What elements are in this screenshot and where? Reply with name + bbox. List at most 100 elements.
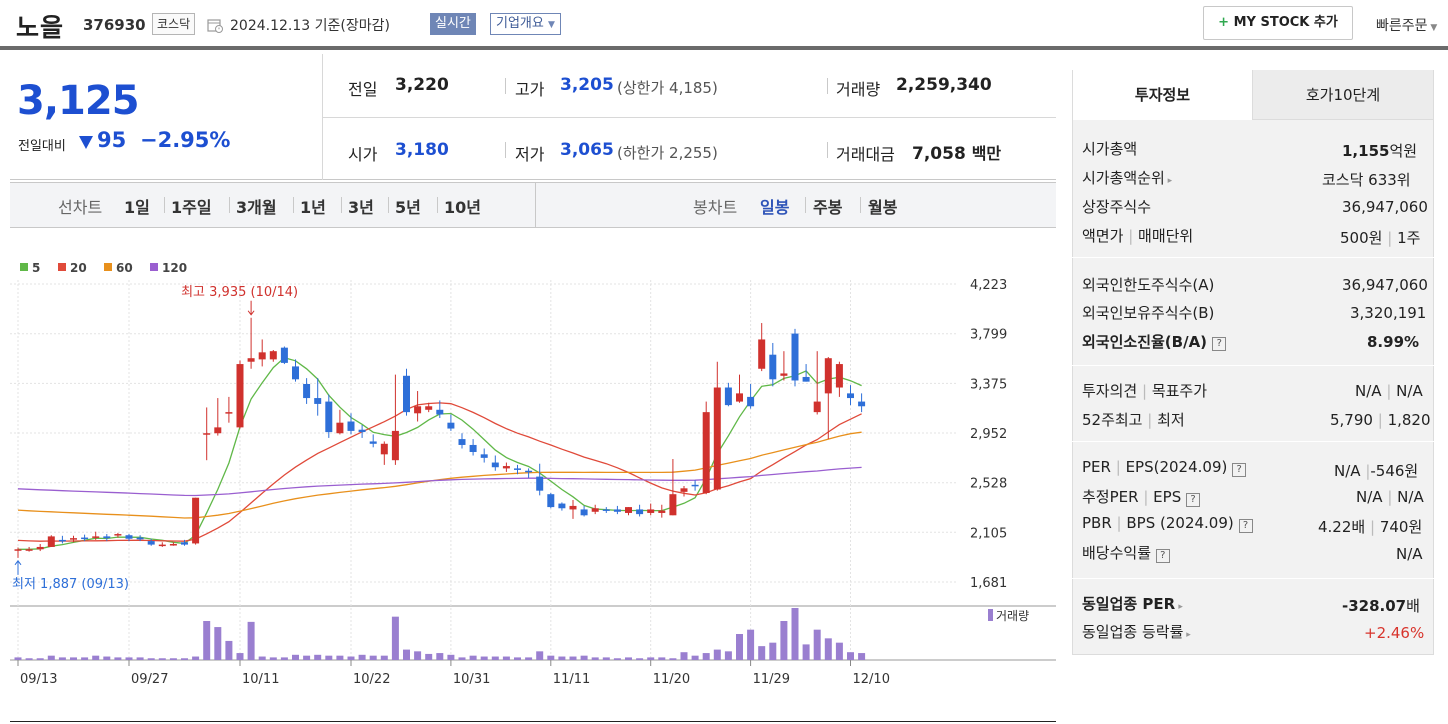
volume-bar <box>514 657 521 660</box>
ma-line-5 <box>18 356 862 550</box>
help-icon[interactable]: ? <box>1232 463 1247 477</box>
volume-bar <box>447 654 455 660</box>
candle-body <box>702 412 710 494</box>
quick-order-dropdown[interactable]: 빠른주문 ▼ <box>1376 18 1438 34</box>
prev-close-value: 3,220 <box>395 75 449 95</box>
tab-candle-2[interactable]: 월봉 <box>868 198 898 217</box>
candle-body <box>36 546 44 550</box>
candle-body <box>214 427 222 434</box>
down-triangle-icon <box>78 134 94 154</box>
candlestick-chart[interactable]: 09/13 09/27 10/11 10/22 10/31 11/11 11/20 11/29… <box>10 250 1056 690</box>
industry-change-label[interactable]: 동일업종 등락률 ▸ <box>1082 623 1191 641</box>
volume-bar <box>625 657 632 660</box>
corp-info-dropdown[interactable]: 기업개요 ▼ <box>490 13 561 35</box>
foreign-hold-label: 외국인보유주식수(B) <box>1082 304 1215 322</box>
divider <box>1072 441 1434 442</box>
x-tick-label: 11/20 <box>653 672 690 687</box>
divider <box>341 197 342 213</box>
candle-body <box>169 544 177 546</box>
pbr-bps-value: 4.22배 | 740원 <box>1318 518 1423 536</box>
candle-body <box>813 401 821 413</box>
y-tick-label: 2,105 <box>970 526 1007 541</box>
my-stock-add-button[interactable]: + MY STOCK 추가 <box>1203 6 1353 40</box>
candle-body <box>569 505 577 510</box>
divider <box>505 78 506 94</box>
candle-body <box>225 412 233 414</box>
tab-line-1[interactable]: 1주일 <box>171 198 212 217</box>
volume-bar <box>136 657 144 660</box>
arrow-down-icon <box>247 300 255 316</box>
caret-down-icon: ▼ <box>547 20 555 30</box>
tab-investment-info[interactable]: 투자정보 <box>1073 70 1252 120</box>
realtime-button[interactable]: 실시간 <box>430 13 476 35</box>
volume-bar <box>691 655 699 660</box>
foreign-limit-value: 36,947,060 <box>1342 276 1428 294</box>
high-annotation: 최고 3,935 (10/14) <box>181 285 298 300</box>
tab-line-4[interactable]: 3년 <box>348 198 374 217</box>
tab-line-6[interactable]: 10년 <box>444 198 481 217</box>
tab-line-5[interactable]: 5년 <box>395 198 421 217</box>
amount-label: 거래대금 <box>836 145 895 164</box>
volume-bar <box>591 657 599 660</box>
industry-per-value: -328.07배 <box>1342 597 1420 615</box>
tab-quote-10[interactable]: 호가10단계 <box>1252 70 1433 120</box>
market-cap-label: 시가총액 <box>1082 140 1138 158</box>
candle-body <box>358 429 366 433</box>
candle-body <box>70 538 77 540</box>
help-icon[interactable]: ? <box>1186 493 1200 507</box>
ma-legend-swatch <box>150 263 158 271</box>
candle-body <box>525 470 533 473</box>
volume-bar <box>791 608 799 660</box>
market-cap-value: 1,155억원 <box>1342 142 1418 160</box>
chevron-right-icon: ▸ <box>1183 630 1191 640</box>
amount-value: 7,058 백만 <box>912 144 1002 164</box>
volume-bar <box>580 655 588 660</box>
arrow-up-icon <box>14 560 22 575</box>
industry-per-label[interactable]: 동일업종 PER ▸ <box>1082 595 1183 613</box>
low-annotation: 최저 1,887 (09/13) <box>12 577 129 592</box>
market-badge: 코스닥 <box>152 13 196 35</box>
week52-value: 5,790 | 1,820 <box>1330 411 1431 429</box>
volume-bar <box>613 658 621 660</box>
est-per-eps-label: 추정PER | EPS ? <box>1082 486 1200 507</box>
volume-bar <box>114 657 122 660</box>
volume-bar <box>525 657 533 660</box>
help-icon[interactable]: ? <box>1238 519 1253 533</box>
prev-close-label: 전일 <box>348 80 378 99</box>
market-cap-rank-label[interactable]: 시가총액순위 ▸ <box>1082 169 1173 187</box>
candle-body <box>181 542 188 545</box>
chart-type-tabs <box>10 182 1056 228</box>
x-tick-label: 11/11 <box>553 672 590 687</box>
volume-legend-swatch <box>988 609 993 621</box>
volume-bar <box>258 656 266 660</box>
tab-candle-1[interactable]: 주봉 <box>813 198 843 217</box>
candle-body <box>602 509 610 511</box>
tab-candle-0[interactable]: 일봉 <box>760 198 790 217</box>
volume-bar <box>92 655 100 660</box>
candle-body <box>81 537 89 540</box>
candle-body <box>858 401 866 407</box>
x-tick-label: 10/11 <box>242 672 279 687</box>
tab-line-2[interactable]: 3개월 <box>236 198 277 217</box>
candle-body <box>802 376 810 382</box>
candle-body <box>47 536 55 547</box>
candle-body <box>114 534 122 536</box>
volume-bar <box>425 653 433 660</box>
volume-bar <box>14 657 22 660</box>
tab-line-0[interactable]: 1일 <box>124 198 150 217</box>
quote-date: 2024.12.13 기준(장마감) <box>230 18 390 34</box>
help-icon[interactable]: ? <box>1212 337 1227 351</box>
candle-body <box>247 358 255 362</box>
help-icon[interactable]: ? <box>1155 549 1170 563</box>
y-tick-label: 3,375 <box>970 377 1007 392</box>
volume-bar <box>758 646 766 660</box>
tab-line-3[interactable]: 1년 <box>300 198 326 217</box>
volume-bar <box>802 644 810 660</box>
volume-label: 거래량 <box>836 80 881 99</box>
listed-shares-label: 상장주식수 <box>1082 198 1152 216</box>
foreign-hold-value: 3,320,191 <box>1350 304 1427 322</box>
volume-bar <box>203 621 211 660</box>
investment-info-panel <box>1072 70 1434 655</box>
volume-bar <box>81 657 89 660</box>
candle-body <box>269 351 277 360</box>
